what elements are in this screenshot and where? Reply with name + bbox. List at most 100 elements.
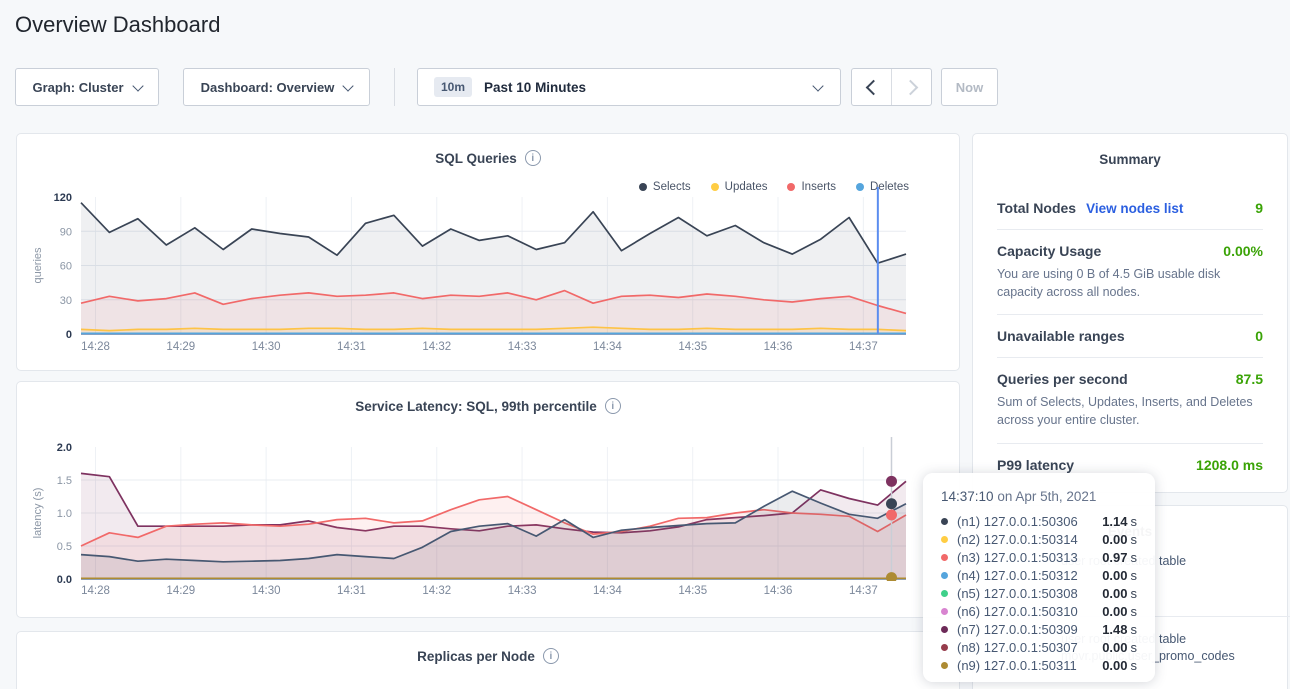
- summary-row: Queries per second 87.5 Sum of Selects, Up…: [997, 358, 1263, 444]
- tooltip-row: (n7) 127.0.0.1:50309 1.48 s: [941, 620, 1137, 638]
- tooltip-value: 0.00: [1102, 585, 1128, 601]
- summary-panel: Summary Total Nodes View nodes list 9 Capac…: [972, 133, 1288, 493]
- time-forward-button[interactable]: [892, 69, 931, 105]
- summary-row-description: You are using 0 B of 4.5 GiB usable disk…: [997, 267, 1221, 300]
- summary-row-value: 0: [1255, 328, 1263, 345]
- info-icon[interactable]: [604, 398, 621, 414]
- svg-text:14:35: 14:35: [678, 585, 707, 597]
- tooltip-header: 14:37:10 on Apr 5th, 2021: [941, 489, 1137, 504]
- legend-item-updates[interactable]: Updates: [710, 181, 768, 193]
- svg-text:queries: queries: [32, 247, 44, 284]
- tooltip-row: (n6) 127.0.0.1:50310 0.00 s: [941, 602, 1137, 620]
- svg-text:14:31: 14:31: [337, 585, 366, 597]
- tooltip-value: 0.00: [1102, 567, 1128, 583]
- legend-label: Deletes: [870, 181, 909, 193]
- svg-text:2.0: 2.0: [57, 442, 72, 454]
- tooltip-unit: s: [1130, 567, 1138, 583]
- svg-text:14:37: 14:37: [849, 341, 878, 353]
- time-range-badge: 10m: [434, 77, 473, 97]
- info-icon[interactable]: [542, 648, 559, 664]
- tooltip-node-label: (n6) 127.0.0.1:50310: [957, 603, 1078, 619]
- summary-row: Unavailable ranges 0: [997, 315, 1263, 359]
- now-button[interactable]: Now: [941, 68, 998, 106]
- time-back-button[interactable]: [852, 69, 892, 105]
- svg-text:0: 0: [66, 329, 72, 341]
- svg-text:14:29: 14:29: [166, 341, 195, 353]
- tooltip-node-label: (n8) 127.0.0.1:50307: [957, 639, 1078, 655]
- legend-label: Inserts: [801, 181, 836, 193]
- tooltip-rows: (n1) 127.0.0.1:50306 1.14 s (n2) 127.0.0.1:…: [941, 512, 1137, 674]
- service-latency-chart[interactable]: 0.0 0.5 1.0 1.5 2.0 14:28 14:29 14:30 14:31 14:32…: [17, 382, 959, 610]
- view-nodes-list-link[interactable]: View nodes list: [1086, 201, 1184, 216]
- tooltip-time: 14:37:10: [941, 489, 994, 504]
- legend-item-inserts[interactable]: Inserts: [787, 181, 836, 193]
- replicas-chart-title: Replicas per Node: [417, 648, 535, 664]
- tooltip-unit: s: [1130, 639, 1138, 655]
- tooltip-value: 0.00: [1102, 603, 1128, 619]
- summary-row: P99 latency 1208.0 ms: [997, 444, 1263, 486]
- svg-text:14:33: 14:33: [508, 585, 537, 597]
- tooltip-value: 0.97: [1102, 549, 1128, 565]
- graph-dropdown[interactable]: Graph: Cluster: [15, 68, 159, 106]
- sql-queries-chart[interactable]: 0 30 60 90 120 14:28 14:29 14:30 14:31 14:32 14:33…: [17, 134, 959, 362]
- tooltip-row: (n2) 127.0.0.1:50314 0.00 s: [941, 530, 1137, 548]
- series-dot-icon: [941, 607, 948, 615]
- svg-text:14:28: 14:28: [81, 585, 110, 597]
- summary-row-value: 0.00%: [1223, 243, 1263, 259]
- tooltip-unit: s: [1130, 549, 1138, 565]
- svg-text:14:31: 14:31: [337, 341, 366, 353]
- tooltip-unit: s: [1130, 513, 1138, 529]
- chevron-right-icon: [902, 79, 918, 95]
- chart-hover-tooltip: 14:37:10 on Apr 5th, 2021 (n1) 127.0.0.1…: [923, 473, 1155, 682]
- summary-row: Total Nodes View nodes list 9: [997, 187, 1263, 230]
- tooltip-row: (n5) 127.0.0.1:50308 0.00 s: [941, 584, 1137, 602]
- svg-text:14:29: 14:29: [166, 585, 195, 597]
- service-latency-chart-title: Service Latency: SQL, 99th percentile: [355, 398, 597, 414]
- svg-text:14:36: 14:36: [764, 341, 793, 353]
- summary-title: Summary: [1099, 152, 1161, 167]
- series-dot-icon: [941, 625, 948, 633]
- chart-title-row: Service Latency: SQL, 99th percentile: [17, 382, 959, 414]
- time-range-dropdown[interactable]: 10m Past 10 Minutes: [417, 68, 841, 106]
- tooltip-node-label: (n1) 127.0.0.1:50306: [957, 513, 1078, 529]
- series-dot-icon: [941, 571, 948, 579]
- summary-row: Capacity Usage 0.00% You are using 0 B of …: [997, 230, 1263, 316]
- sql-queries-legend: Selects Updates Inserts Deletes: [638, 181, 909, 193]
- tooltip-node-label: (n4) 127.0.0.1:50312: [957, 567, 1078, 583]
- series-dot-icon: [941, 643, 948, 651]
- chart-title-row: Replicas per Node: [17, 632, 959, 664]
- series-dot-icon: [941, 535, 948, 543]
- summary-rows: Total Nodes View nodes list 9 Capacity Usag…: [997, 187, 1263, 486]
- tooltip-unit: s: [1130, 603, 1138, 619]
- legend-dot-icon: [710, 183, 719, 191]
- tooltip-node-label: (n9) 127.0.0.1:50311: [957, 657, 1077, 673]
- svg-text:1.0: 1.0: [57, 508, 72, 520]
- svg-text:60: 60: [60, 261, 72, 273]
- svg-text:14:34: 14:34: [593, 341, 622, 353]
- legend-label: Updates: [724, 181, 768, 193]
- chevron-down-icon: [131, 79, 144, 92]
- svg-text:14:37: 14:37: [849, 585, 878, 597]
- legend-item-deletes[interactable]: Deletes: [856, 181, 909, 193]
- dashboard-dropdown[interactable]: Dashboard: Overview: [183, 68, 370, 106]
- time-nav-group: [851, 68, 932, 106]
- svg-text:14:30: 14:30: [252, 585, 281, 597]
- series-dot-icon: [941, 553, 948, 561]
- svg-text:30: 30: [60, 295, 72, 307]
- legend-dot-icon: [638, 183, 647, 191]
- chevron-down-icon: [342, 79, 354, 92]
- summary-row-description: Sum of Selects, Updates, Inserts, and De…: [997, 395, 1253, 428]
- time-range-label: Past 10 Minutes: [484, 79, 587, 95]
- summary-row-label: Total Nodes: [997, 200, 1077, 216]
- chart-title-row: SQL Queries: [17, 134, 959, 166]
- svg-text:14:30: 14:30: [252, 341, 281, 353]
- tooltip-date: on Apr 5th, 2021: [993, 489, 1097, 504]
- svg-text:14:32: 14:32: [422, 341, 451, 353]
- legend-label: Selects: [652, 181, 691, 193]
- info-icon[interactable]: [524, 150, 541, 166]
- summary-row-value: 87.5: [1235, 371, 1263, 388]
- legend-item-selects[interactable]: Selects: [638, 181, 691, 193]
- svg-text:0.0: 0.0: [57, 574, 72, 586]
- tooltip-node-label: (n2) 127.0.0.1:50314: [957, 531, 1078, 547]
- replicas-per-node-panel: Replicas per Node: [16, 631, 960, 689]
